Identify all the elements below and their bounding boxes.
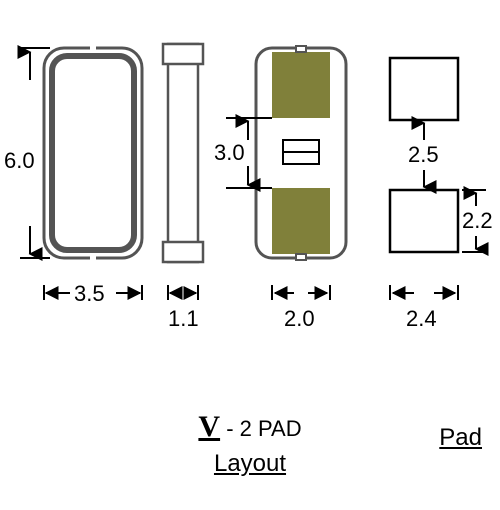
dim-height-main-value: 6.0 [4,148,35,173]
top-view [44,48,142,258]
title-suffix: - 2 PAD [220,416,302,441]
dim-pad-h: 2.2 [462,190,493,252]
land-top [390,58,458,120]
dim-thickness: 1.1 [168,285,199,331]
caption-layout: Layout [0,450,500,478]
dim-pad-w: 2.4 [390,285,458,331]
side-view [163,44,203,262]
pad-top [272,52,330,118]
dim-width-main: 3.5 [44,281,142,306]
caption-block: V - 2 PAD Layout [0,410,500,478]
dim-pad-gap: 2.5 [408,123,439,187]
land-bottom [390,190,458,252]
dim-pad-inner-w: 2.0 [272,285,330,331]
dim-width-main-value: 3.5 [74,281,105,306]
dim-gap-v-value: 3.0 [214,140,245,165]
bottom-view [256,46,346,260]
pad-bottom [272,188,330,254]
title-prefix: V [198,410,220,443]
dim-pad-inner-w-value: 2.0 [284,306,315,331]
dim-pad-gap-value: 2.5 [408,142,439,167]
dim-pad-h-value: 2.2 [462,208,493,233]
dim-pad-w-value: 2.4 [406,306,437,331]
caption-pad: Pad [439,424,482,452]
dimension-diagram: 6.0 3.5 1.1 [0,0,500,400]
dim-thickness-value: 1.1 [168,306,199,331]
